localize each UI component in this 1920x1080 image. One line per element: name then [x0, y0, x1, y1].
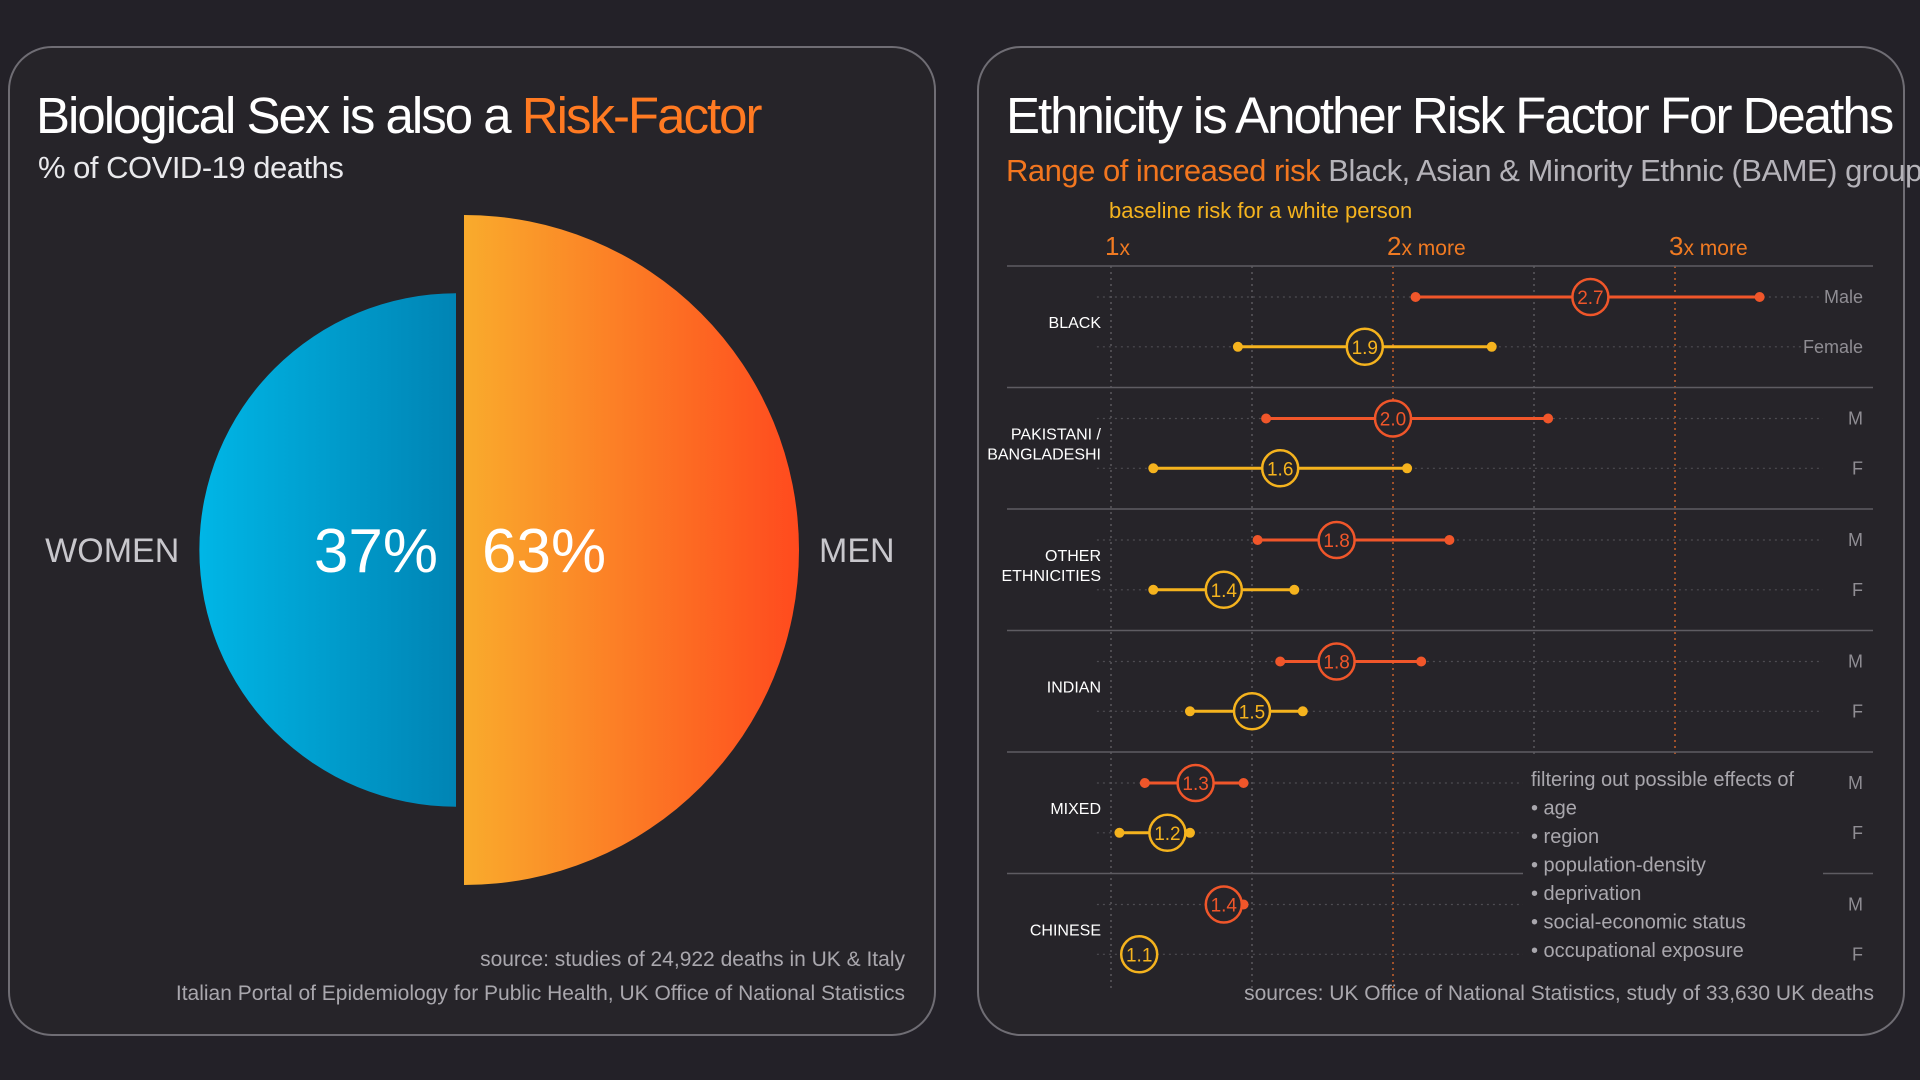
value-marker [1119, 935, 1159, 974]
pie-slice-women [199, 293, 456, 807]
sex-label: Male [1824, 287, 1863, 307]
value-marker [1204, 885, 1244, 924]
group-label: PAKISTANI / [1011, 426, 1102, 443]
value-label: 2.0 [1380, 409, 1406, 430]
men-percent-label: 63% [482, 517, 606, 586]
sex-label: M [1848, 651, 1863, 671]
range-high-dot [1297, 706, 1308, 717]
range-low-dot [1139, 777, 1150, 788]
range-high-dot [1444, 534, 1455, 545]
value-marker [1232, 692, 1272, 731]
filter-note-line: • region [1531, 826, 1599, 848]
sex-label: F [1852, 701, 1863, 721]
filter-note-line: • population-density [1531, 855, 1706, 877]
ethnicity-risk-title: Ethnicity is Another Risk Factor For Dea… [1006, 87, 1894, 144]
value-label: 1.6 [1267, 459, 1293, 480]
filter-note-line: • age [1531, 798, 1577, 820]
value-marker [1204, 570, 1244, 610]
group-label: BANGLADESHI [987, 446, 1101, 463]
x-tick-label: 2x more [1387, 231, 1466, 261]
range-low-dot [1148, 463, 1159, 474]
range-high-dot [1238, 777, 1249, 788]
pie-slice-men [464, 215, 799, 885]
value-label: 1.4 [1211, 581, 1238, 602]
ethnicity-subtitle-rest: Black, Asian & Minority Ethnic (BAME) gr… [1320, 153, 1920, 188]
range-high-dot [1486, 341, 1497, 352]
sex-title-main: Biological Sex is also a [36, 87, 522, 144]
range-high-dot [1543, 413, 1554, 424]
range-low-dot [1261, 413, 1272, 424]
range-high-dot [1402, 463, 1413, 474]
ethnicity-source: sources: UK Office of National Statistic… [1244, 982, 1874, 1005]
value-label: 1.8 [1323, 531, 1349, 552]
range-low-dot [1114, 827, 1125, 838]
value-label: 1.1 [1126, 945, 1152, 966]
sex-source-line2: Italian Portal of Epidemiology for Publi… [175, 982, 905, 1005]
filter-note-line: filtering out possible effects of [1531, 769, 1795, 791]
range-high-dot [1184, 827, 1195, 838]
baseline-label: baseline risk for a white person [1109, 198, 1412, 223]
value-marker [1571, 277, 1610, 317]
value-marker [1317, 520, 1356, 560]
value-label: 2.7 [1577, 288, 1603, 309]
sex-pie-chart: WOMEN MEN 37% 63% [45, 215, 895, 885]
value-label: 1.4 [1211, 895, 1238, 916]
sex-label: F [1852, 458, 1863, 478]
value-marker [1176, 763, 1215, 803]
sex-risk-subtitle: % of COVID-19 deaths [38, 150, 344, 185]
sex-label: Female [1803, 337, 1863, 357]
group-label: MIXED [1050, 801, 1101, 818]
sex-risk-title: Biological Sex is also a Risk-Factor [36, 86, 763, 145]
value-label: 1.9 [1352, 338, 1378, 359]
sex-title-accent: Risk-Factor [521, 87, 763, 144]
filter-note-line: • social-economic status [1531, 912, 1746, 934]
value-label: 1.2 [1154, 824, 1180, 845]
women-percent-label: 37% [314, 517, 438, 586]
value-marker [1317, 642, 1356, 681]
ethnicity-risk-subtitle: Range of increased risk Black, Asian & M… [1006, 153, 1920, 189]
x-tick-label: 1x [1105, 231, 1130, 261]
group-label: BLACK [1049, 315, 1102, 332]
range-low-dot [1184, 706, 1195, 717]
sex-label: F [1852, 944, 1863, 964]
range-high-dot [1289, 584, 1300, 595]
women-label: WOMEN [45, 532, 179, 570]
range-low-dot [1252, 534, 1263, 545]
range-low-dot [1275, 656, 1286, 667]
sex-label: F [1852, 823, 1863, 843]
sex-label: M [1848, 408, 1863, 428]
sex-label: M [1848, 894, 1863, 914]
sex-source-line1: source: studies of 24,922 deaths in UK &… [480, 948, 905, 971]
group-label: CHINESE [1030, 922, 1101, 939]
sex-label: M [1848, 773, 1863, 793]
group-label: INDIAN [1047, 679, 1101, 696]
value-marker [1260, 449, 1300, 488]
sex-label: F [1852, 580, 1863, 600]
x-tick-label: 3x more [1669, 231, 1748, 261]
ethnicity-subtitle-accent: Range of increased risk [1006, 153, 1321, 188]
value-label: 1.8 [1323, 652, 1349, 673]
filter-note-box [1523, 754, 1823, 990]
filter-note-line: • occupational exposure [1531, 940, 1744, 962]
value-label: 1.3 [1182, 774, 1208, 795]
ethnicity-range-chart: baseline risk for a white person 1x 2x mor… [987, 198, 1873, 990]
range-low-dot [1148, 584, 1159, 595]
range-high-dot [1754, 291, 1765, 302]
value-marker [1373, 399, 1413, 438]
range-high-dot [1416, 656, 1427, 667]
filter-note-line: • deprivation [1531, 883, 1641, 905]
group-label: ETHNICITIES [1001, 568, 1101, 585]
value-marker [1148, 813, 1187, 853]
range-low-dot [1410, 291, 1421, 302]
sex-label: M [1848, 530, 1863, 550]
value-marker [1345, 327, 1385, 367]
group-label: OTHER [1045, 548, 1101, 565]
range-low-dot [1232, 341, 1243, 352]
value-label: 1.5 [1239, 702, 1265, 723]
men-label: MEN [819, 532, 895, 570]
